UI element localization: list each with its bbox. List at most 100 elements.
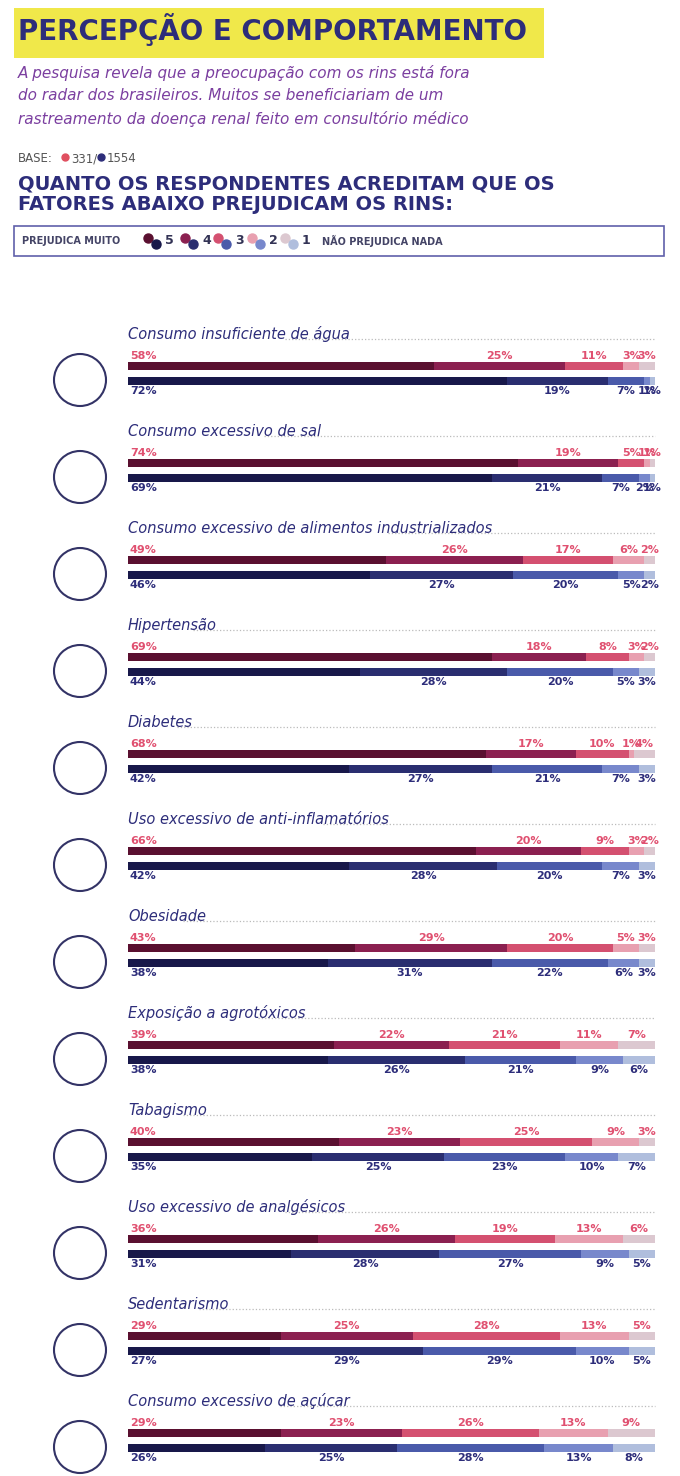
Text: 25%: 25% <box>365 1162 392 1172</box>
Text: 5%: 5% <box>617 933 635 943</box>
Text: 3%: 3% <box>638 968 656 979</box>
Bar <box>350 862 497 869</box>
Text: 28%: 28% <box>457 1452 484 1463</box>
Bar <box>634 750 655 759</box>
Text: 4: 4 <box>202 235 211 248</box>
Text: PERCEPÇÃO E COMPORTAMENTO: PERCEPÇÃO E COMPORTAMENTO <box>18 13 527 46</box>
Bar <box>602 765 639 773</box>
Text: 7%: 7% <box>611 871 630 881</box>
Bar <box>560 1041 618 1049</box>
Text: 1%: 1% <box>638 449 656 458</box>
Text: 7%: 7% <box>617 387 635 396</box>
Bar <box>128 847 476 855</box>
Bar <box>645 652 655 661</box>
Bar <box>128 959 328 967</box>
Text: Consumo excessivo de açúcar: Consumo excessivo de açúcar <box>128 1393 350 1410</box>
Text: 44%: 44% <box>130 677 157 686</box>
Text: 10%: 10% <box>579 1162 605 1172</box>
Text: Hipertensão: Hipertensão <box>128 618 217 633</box>
Text: 40%: 40% <box>130 1128 156 1137</box>
Text: 5%: 5% <box>632 1259 651 1269</box>
Bar <box>513 571 618 579</box>
Text: FATORES ABAIXO PREJUDICAM OS RINS:: FATORES ABAIXO PREJUDICAM OS RINS: <box>18 195 453 214</box>
Bar <box>613 669 639 676</box>
Bar <box>576 1348 628 1355</box>
Text: 11%: 11% <box>581 351 608 362</box>
Text: 13%: 13% <box>560 1418 587 1427</box>
Bar <box>460 1138 592 1145</box>
Text: 38%: 38% <box>130 968 156 979</box>
Bar <box>565 362 624 370</box>
Bar <box>639 362 655 370</box>
Bar <box>465 1055 576 1064</box>
Bar <box>618 1041 655 1049</box>
Text: QUANTO OS RESPONDENTES ACREDITAM QUE OS: QUANTO OS RESPONDENTES ACREDITAM QUE OS <box>18 174 555 193</box>
Text: 4%: 4% <box>635 739 654 748</box>
Bar <box>576 1055 624 1064</box>
Text: Consumo excessivo de alimentos industrializados: Consumo excessivo de alimentos industria… <box>128 521 492 536</box>
Text: 26%: 26% <box>373 1224 400 1234</box>
Bar <box>128 362 434 370</box>
Text: 42%: 42% <box>130 773 157 784</box>
Text: 72%: 72% <box>130 387 156 396</box>
Text: 5%: 5% <box>632 1356 651 1365</box>
Text: 2%: 2% <box>641 835 659 846</box>
Text: 2%: 2% <box>635 483 654 493</box>
Text: 28%: 28% <box>473 1321 500 1331</box>
Text: 17%: 17% <box>518 739 545 748</box>
Bar <box>434 362 565 370</box>
Bar <box>607 376 645 385</box>
Text: Uso excessivo de anti-inflamatórios: Uso excessivo de anti-inflamatórios <box>128 812 389 827</box>
Bar <box>128 669 360 676</box>
Bar <box>128 862 350 869</box>
Text: 19%: 19% <box>492 1224 518 1234</box>
Bar <box>396 1444 544 1452</box>
Text: 29%: 29% <box>130 1418 157 1427</box>
Bar <box>613 945 639 952</box>
Text: 27%: 27% <box>407 773 434 784</box>
Text: 3%: 3% <box>638 773 656 784</box>
Text: Diabetes: Diabetes <box>128 714 193 731</box>
Text: 43%: 43% <box>130 933 156 943</box>
Bar <box>128 765 350 773</box>
Text: 29%: 29% <box>486 1356 513 1365</box>
Text: 27%: 27% <box>130 1356 156 1365</box>
Text: 27%: 27% <box>428 580 455 590</box>
Text: 6%: 6% <box>619 545 638 555</box>
Text: 3%: 3% <box>638 1128 656 1137</box>
Bar <box>586 652 628 661</box>
Bar <box>128 652 492 661</box>
Text: 19%: 19% <box>544 387 571 396</box>
Bar <box>602 862 639 869</box>
Bar <box>649 474 655 483</box>
Text: 20%: 20% <box>547 933 573 943</box>
Text: 28%: 28% <box>410 871 437 881</box>
Text: 38%: 38% <box>130 1066 156 1075</box>
Bar <box>639 945 655 952</box>
Bar <box>128 1348 270 1355</box>
Text: 66%: 66% <box>130 835 157 846</box>
Text: 10%: 10% <box>589 739 615 748</box>
Text: 7%: 7% <box>611 483 630 493</box>
Text: 3%: 3% <box>627 642 646 652</box>
FancyBboxPatch shape <box>14 226 664 255</box>
Text: 22%: 22% <box>537 968 563 979</box>
Text: 5%: 5% <box>622 449 641 458</box>
Text: 2%: 2% <box>641 642 659 652</box>
Text: 8%: 8% <box>624 1452 643 1463</box>
Text: 36%: 36% <box>130 1224 156 1234</box>
Bar <box>318 1235 455 1243</box>
Text: 69%: 69% <box>130 483 157 493</box>
Bar <box>492 959 607 967</box>
Text: 26%: 26% <box>130 1452 157 1463</box>
Text: 3: 3 <box>235 235 243 248</box>
Text: 3%: 3% <box>638 351 656 362</box>
Text: 19%: 19% <box>555 449 581 458</box>
Text: 9%: 9% <box>622 1418 641 1427</box>
Text: 331/: 331/ <box>71 152 97 165</box>
Text: 10%: 10% <box>589 1356 615 1365</box>
Bar <box>486 750 576 759</box>
Text: 23%: 23% <box>328 1418 355 1427</box>
Bar <box>497 862 602 869</box>
Text: 21%: 21% <box>534 483 560 493</box>
